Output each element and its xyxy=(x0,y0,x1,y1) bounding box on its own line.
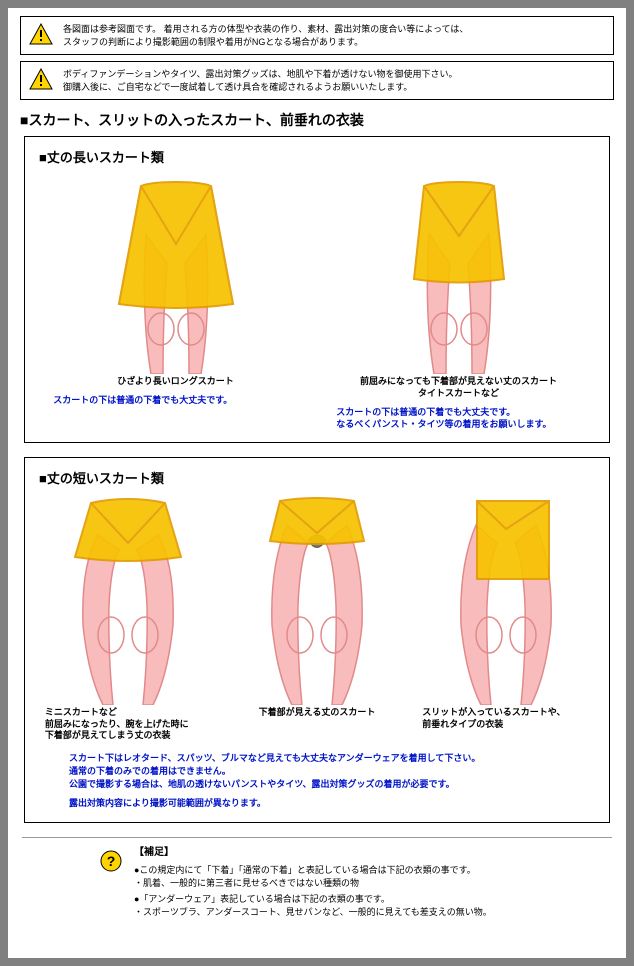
fig-slit-skirt: スリットが入っているスカートや、 前垂れタイプの衣装 xyxy=(422,495,589,742)
divider xyxy=(22,837,612,838)
fig2-caption: 前屈みになっても下着部が見えない丈のスカート タイトスカートなど xyxy=(336,376,581,399)
warning-icon xyxy=(29,68,53,90)
warning-icon xyxy=(29,23,53,45)
fig-tight-skirt: 前屈みになっても下着部が見えない丈のスカート タイトスカートなど スカートの下は… xyxy=(336,174,581,430)
page-container: 各図面は参考図面です。 着用される方の体型や衣装の作り、素材、露出対策の度合い等… xyxy=(8,8,626,958)
warning-box-2: ボディファンデーションやタイツ、露出対策グッズは、地肌や下着が透けない物を御使用… xyxy=(20,61,614,100)
warning-text-2: ボディファンデーションやタイツ、露出対策グッズは、地肌や下着が透けない物を御使用… xyxy=(63,68,457,93)
fig2-note: スカートの下は普通の下着でも大丈夫です。 なるべくパンスト・タイツ等の着用をお願… xyxy=(336,406,581,430)
fig-long-skirt: ひざより長いロングスカート スカートの下は普通の下着でも大丈夫です。 xyxy=(53,174,298,430)
supplement-body: 【補足】 ●この規定内にて「下着」「通常の下着」と表記している場合は下記の衣類の… xyxy=(134,846,492,922)
fig-very-short-skirt: 下着部が見える丈のスカート xyxy=(234,495,401,742)
fig-mini-skirt: ミニスカートなど 前屈みになったり、腕を上げた時に 下着部が見えてしまう丈の衣装 xyxy=(45,495,212,742)
warning2-line1: ボディファンデーションやタイツ、露出対策グッズは、地肌や下着が透けない物を御使用… xyxy=(63,68,457,81)
supplement-title: 【補足】 xyxy=(134,847,174,858)
fig5-caption: スリットが入っているスカートや、 前垂れタイプの衣装 xyxy=(422,707,589,730)
section-long-skirts: ■丈の長いスカート類 xyxy=(24,136,610,443)
section2-title: ■丈の短いスカート類 xyxy=(39,468,595,487)
section-short-skirts: ■丈の短いスカート類 xyxy=(24,457,610,823)
warning2-line2: 御購入後に、ご自宅などで一度試着して透け具合を確認されるようお願いいたします。 xyxy=(63,81,457,94)
warning1-line1: 各図面は参考図面です。 着用される方の体型や衣装の作り、素材、露出対策の度合い等… xyxy=(63,23,468,36)
warning-text-1: 各図面は参考図面です。 着用される方の体型や衣装の作り、素材、露出対策の度合い等… xyxy=(63,23,468,48)
very-short-diagram xyxy=(242,495,392,705)
tight-skirt-diagram xyxy=(374,174,544,374)
section2-row: ミニスカートなど 前屈みになったり、腕を上げた時に 下着部が見えてしまう丈の衣装 xyxy=(39,495,595,742)
mini-skirt-diagram xyxy=(53,495,203,705)
slit-skirt-diagram xyxy=(431,495,581,705)
warning1-line2: スタッフの判断により撮影範囲の制限や着用がNGとなる場合があります。 xyxy=(63,36,468,49)
main-title: ■スカート、スリットの入ったスカート、前垂れの衣装 xyxy=(20,110,614,130)
svg-text:?: ? xyxy=(107,853,116,869)
fig3-caption: ミニスカートなど 前屈みになったり、腕を上げた時に 下着部が見えてしまう丈の衣装 xyxy=(45,707,212,742)
section1-title: ■丈の長いスカート類 xyxy=(39,147,595,166)
warning-box-1: 各図面は参考図面です。 着用される方の体型や衣装の作り、素材、露出対策の度合い等… xyxy=(20,16,614,55)
supplement-box: ? 【補足】 ●この規定内にて「下着」「通常の下着」と表記している場合は下記の衣… xyxy=(20,846,614,922)
fig1-note: スカートの下は普通の下着でも大丈夫です。 xyxy=(53,394,298,406)
section2-note: スカート下はレオタード、スパッツ、ブルマなど見えても大丈夫なアンダーウェアを着用… xyxy=(69,752,589,810)
fig1-caption: ひざより長いロングスカート xyxy=(53,376,298,388)
section1-row: ひざより長いロングスカート スカートの下は普通の下着でも大丈夫です。 xyxy=(39,174,595,430)
fig4-caption: 下着部が見える丈のスカート xyxy=(234,707,401,719)
long-skirt-diagram xyxy=(91,174,261,374)
question-icon: ? xyxy=(100,850,122,872)
